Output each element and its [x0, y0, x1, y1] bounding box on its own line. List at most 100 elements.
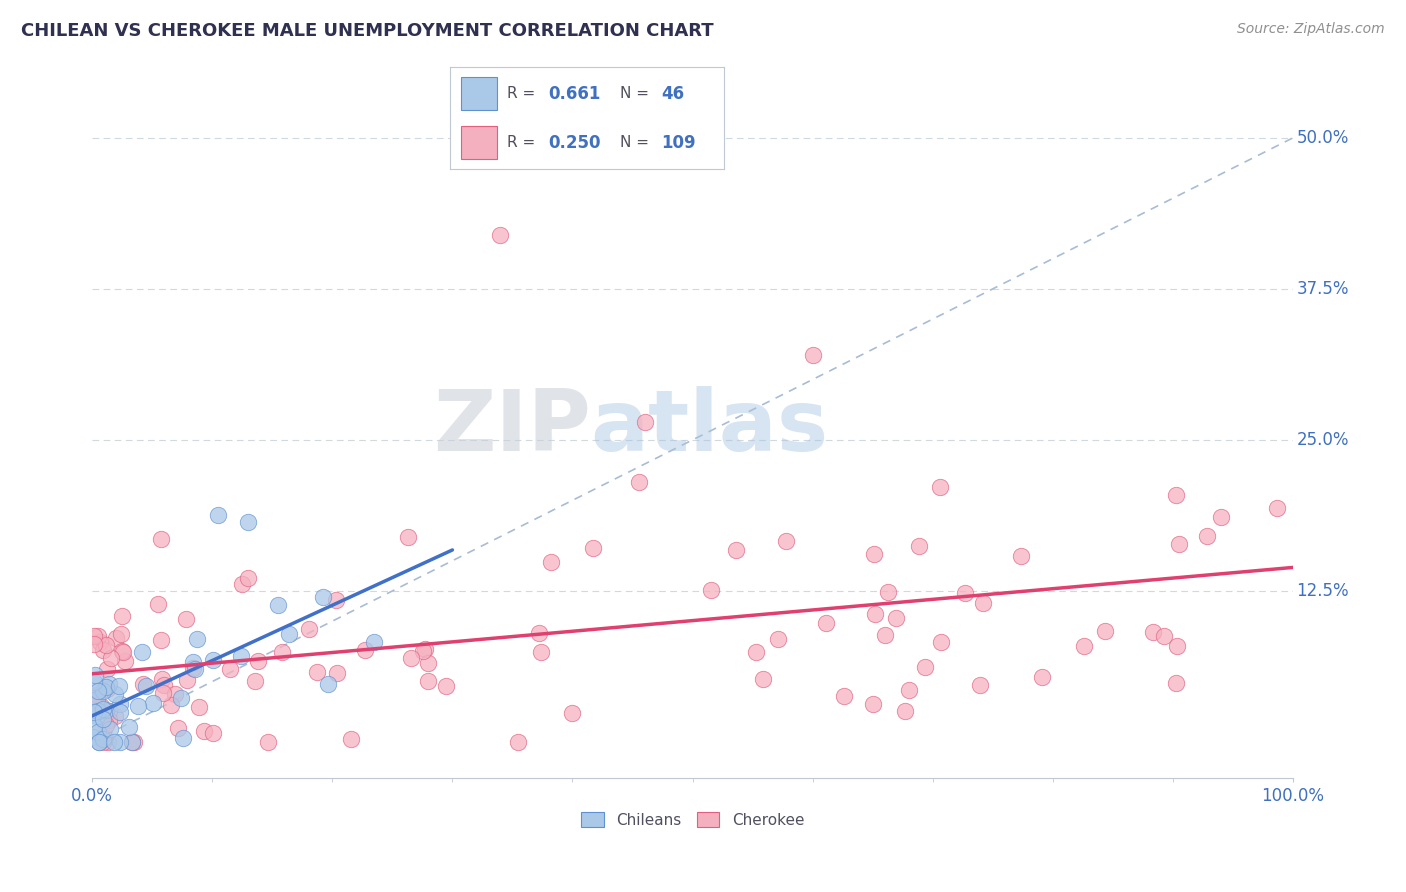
Point [863, 607, 886, 621]
Legend: Chileans, Cherokee: Chileans, Cherokee [575, 805, 810, 834]
Point [184, 662, 207, 676]
Point [399, 650, 422, 665]
Point [725, 543, 748, 558]
Point [160, 698, 183, 712]
Point [183, 655, 205, 669]
Point [325, 592, 347, 607]
Point [121, 735, 143, 749]
Point [354, 642, 377, 657]
Point [929, 480, 952, 494]
Point [83, 675, 105, 690]
Point [108, 735, 131, 749]
Text: N =: N = [620, 136, 654, 151]
Point [118, 720, 141, 734]
Point [90, 698, 112, 713]
Point [801, 348, 824, 362]
Point [82, 730, 104, 744]
Point [96, 638, 118, 652]
Point [969, 678, 991, 692]
FancyBboxPatch shape [461, 78, 496, 110]
Point [877, 584, 900, 599]
Point [167, 721, 190, 735]
Point [898, 683, 921, 698]
Text: atlas: atlas [591, 386, 828, 469]
Point [83, 719, 105, 733]
Point [363, 635, 385, 649]
Text: 0.250: 0.250 [548, 134, 602, 152]
Point [96, 682, 118, 697]
Point [278, 626, 301, 640]
Point [104, 632, 127, 646]
Point [176, 673, 198, 687]
Point [238, 515, 260, 529]
Point [103, 735, 125, 749]
Point [100, 650, 122, 665]
Point [238, 571, 260, 585]
Point [110, 608, 132, 623]
Point [152, 678, 174, 692]
Point [202, 653, 225, 667]
Point [231, 577, 253, 591]
Point [174, 612, 197, 626]
Text: R =: R = [508, 136, 541, 151]
Point [131, 645, 153, 659]
Point [307, 665, 329, 679]
Point [111, 643, 134, 657]
Point [340, 732, 363, 747]
Point [527, 625, 550, 640]
Point [908, 540, 931, 554]
Point [104, 709, 127, 723]
Point [87, 683, 110, 698]
Point [127, 699, 149, 714]
Point [312, 590, 335, 604]
Point [94, 718, 117, 732]
Point [396, 530, 419, 544]
Point [1031, 670, 1053, 684]
Point [91, 701, 114, 715]
Point [97, 735, 120, 749]
Point [86, 692, 108, 706]
Point [508, 735, 530, 749]
Text: Source: ZipAtlas.com: Source: ZipAtlas.com [1237, 22, 1385, 37]
Point [150, 532, 173, 546]
Text: N =: N = [620, 86, 654, 101]
Point [91, 643, 114, 657]
Point [91, 683, 114, 698]
Point [96, 662, 118, 676]
Point [172, 731, 194, 745]
Point [83, 705, 105, 719]
Text: 37.5%: 37.5% [1296, 280, 1348, 298]
Point [89, 635, 111, 649]
Point [1168, 537, 1191, 551]
Point [873, 628, 896, 642]
Point [1166, 639, 1188, 653]
Point [97, 713, 120, 727]
Point [82, 693, 104, 707]
Point [416, 673, 439, 688]
Point [91, 713, 114, 727]
Point [1142, 624, 1164, 639]
Point [84, 668, 107, 682]
Point [163, 687, 186, 701]
Point [766, 632, 789, 646]
Point [87, 735, 110, 749]
Point [142, 696, 165, 710]
Point [135, 680, 157, 694]
Point [146, 597, 169, 611]
Point [132, 677, 155, 691]
Point [972, 596, 994, 610]
Point [267, 599, 290, 613]
Point [1209, 510, 1232, 524]
Point [1094, 624, 1116, 638]
Point [110, 705, 132, 719]
Point [219, 662, 242, 676]
Point [86, 709, 108, 723]
Point [114, 655, 136, 669]
Point [1073, 639, 1095, 653]
Point [187, 699, 209, 714]
Point [124, 735, 146, 749]
Point [201, 726, 224, 740]
Point [103, 687, 125, 701]
Point [181, 661, 204, 675]
Point [862, 698, 884, 712]
